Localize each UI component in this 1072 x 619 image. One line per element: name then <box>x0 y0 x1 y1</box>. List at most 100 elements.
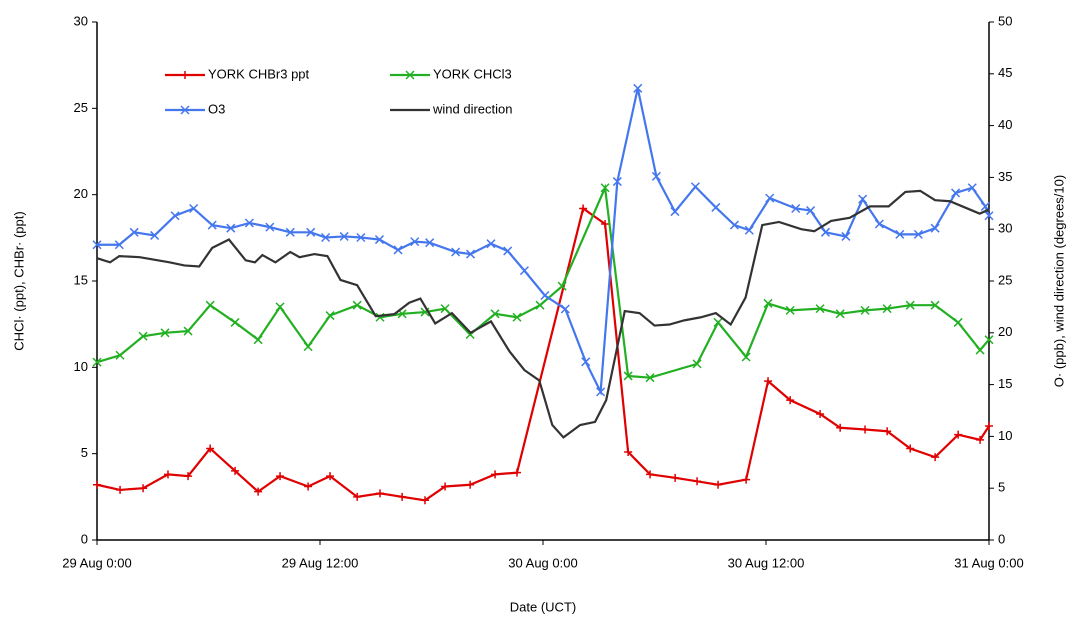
point-marker <box>535 300 545 310</box>
point-marker <box>670 207 680 217</box>
y2-tick-label: 45 <box>998 65 1012 80</box>
y-tick-label: 20 <box>74 186 88 201</box>
point-marker <box>226 223 236 233</box>
point-marker <box>441 482 450 491</box>
point-marker <box>356 232 366 243</box>
point-marker <box>129 227 139 237</box>
point-marker <box>985 422 993 431</box>
y2-tick-label: 35 <box>998 169 1012 184</box>
point-marker <box>503 246 513 256</box>
point-marker <box>440 304 450 314</box>
point-marker <box>114 240 124 250</box>
point-marker <box>466 480 475 489</box>
point-marker <box>275 302 285 312</box>
point-marker <box>820 227 830 237</box>
y-tick-label: 0 <box>81 531 88 546</box>
point-marker <box>93 480 101 489</box>
point-marker <box>254 487 263 496</box>
point-marker <box>954 430 963 439</box>
point-marker <box>206 444 215 453</box>
y-axis-title: CHCl· (ppt), CHBr· (ppt) <box>11 211 26 350</box>
point-marker <box>711 202 721 212</box>
point-marker <box>742 475 751 484</box>
y2-tick-label: 0 <box>998 531 1005 546</box>
point-marker <box>953 317 963 327</box>
point-marker <box>376 489 385 498</box>
point-marker <box>425 238 435 248</box>
point-marker <box>579 204 588 213</box>
y-tick-label: 15 <box>74 272 88 287</box>
point-marker <box>913 229 923 239</box>
y-tick-label: 25 <box>74 100 88 115</box>
point-marker <box>160 328 170 338</box>
point-marker <box>806 206 816 216</box>
point-marker <box>741 352 751 362</box>
point-marker <box>163 470 172 479</box>
point-marker <box>170 211 180 221</box>
point-marker <box>410 237 420 247</box>
point-marker <box>633 83 643 93</box>
point-marker <box>491 470 500 479</box>
point-marker <box>785 305 795 315</box>
y2-tick-label: 40 <box>998 117 1012 132</box>
point-marker <box>765 193 775 203</box>
point-marker <box>882 304 892 314</box>
point-marker <box>115 350 125 360</box>
point-marker <box>486 239 496 249</box>
series-line <box>97 88 991 396</box>
y-tick-label: 5 <box>81 445 88 460</box>
point-marker <box>930 223 940 233</box>
point-marker <box>326 472 335 481</box>
point-marker <box>138 331 148 341</box>
point-marker <box>519 266 529 276</box>
point-marker <box>374 235 384 245</box>
point-marker <box>690 182 700 192</box>
point-marker <box>744 225 754 235</box>
x-tick-label: 29 Aug 0:00 <box>62 555 131 570</box>
point-marker <box>874 219 884 229</box>
y2-axis-title: O· (ppb), wind direction (degrees/10) <box>1051 175 1066 387</box>
point-marker <box>883 427 892 436</box>
point-marker <box>244 218 254 228</box>
point-marker <box>693 477 702 486</box>
point-marker <box>601 220 610 229</box>
point-marker <box>729 220 739 230</box>
point-marker <box>92 240 102 250</box>
point-marker <box>596 387 606 397</box>
point-marker <box>253 335 263 345</box>
point-marker <box>184 472 193 481</box>
point-marker <box>150 230 160 240</box>
point-marker <box>623 371 633 381</box>
legend-label: YORK CHBr3 ppt <box>208 66 310 81</box>
point-marker <box>139 484 148 493</box>
point-marker <box>860 305 870 315</box>
point-marker <box>560 304 570 314</box>
point-marker <box>931 453 940 462</box>
point-marker <box>791 203 801 214</box>
point-marker <box>231 466 240 475</box>
point-marker <box>230 317 240 327</box>
y2-tick-label: 50 <box>998 13 1012 28</box>
point-marker <box>92 357 102 367</box>
x-tick-label: 29 Aug 12:00 <box>282 555 359 570</box>
point-marker <box>651 171 661 181</box>
y-tick-label: 10 <box>74 359 88 374</box>
point-marker <box>183 326 193 336</box>
point-marker <box>836 423 845 432</box>
point-marker <box>858 194 868 204</box>
point-marker <box>189 203 199 214</box>
point-marker <box>671 473 680 482</box>
point-marker <box>304 482 313 491</box>
point-marker <box>352 300 362 310</box>
legend-label: YORK CHCl3 <box>433 66 512 81</box>
point-marker <box>714 480 723 489</box>
point-marker <box>951 188 961 198</box>
point-marker <box>612 177 622 187</box>
point-marker <box>405 70 415 80</box>
point-marker <box>815 304 825 314</box>
point-marker <box>465 249 476 259</box>
point-marker <box>393 245 403 255</box>
y2-tick-label: 30 <box>998 221 1012 236</box>
point-marker <box>581 357 591 367</box>
